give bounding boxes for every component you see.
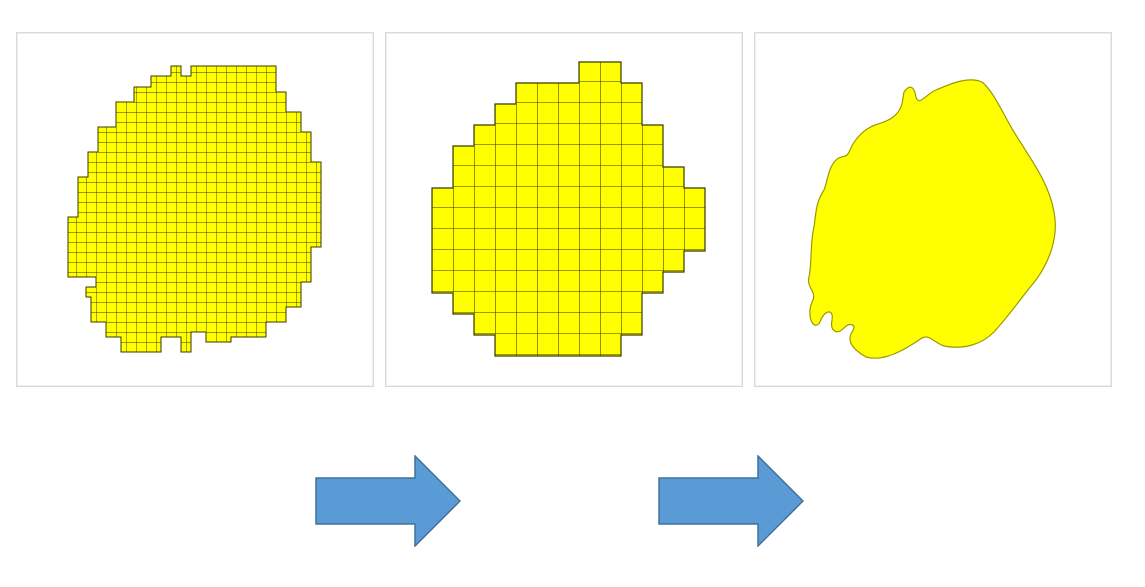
fine-grid-panel xyxy=(16,32,374,387)
smooth-outline-panel xyxy=(754,32,1112,387)
coarse-grid-shape xyxy=(431,61,706,357)
smooth-outline-shape xyxy=(807,79,1056,359)
arrow-right-icon xyxy=(315,455,461,547)
coarse-grid-panel xyxy=(385,32,743,387)
arrow-right-icon xyxy=(658,455,804,547)
fine-grid-shape xyxy=(67,65,322,353)
